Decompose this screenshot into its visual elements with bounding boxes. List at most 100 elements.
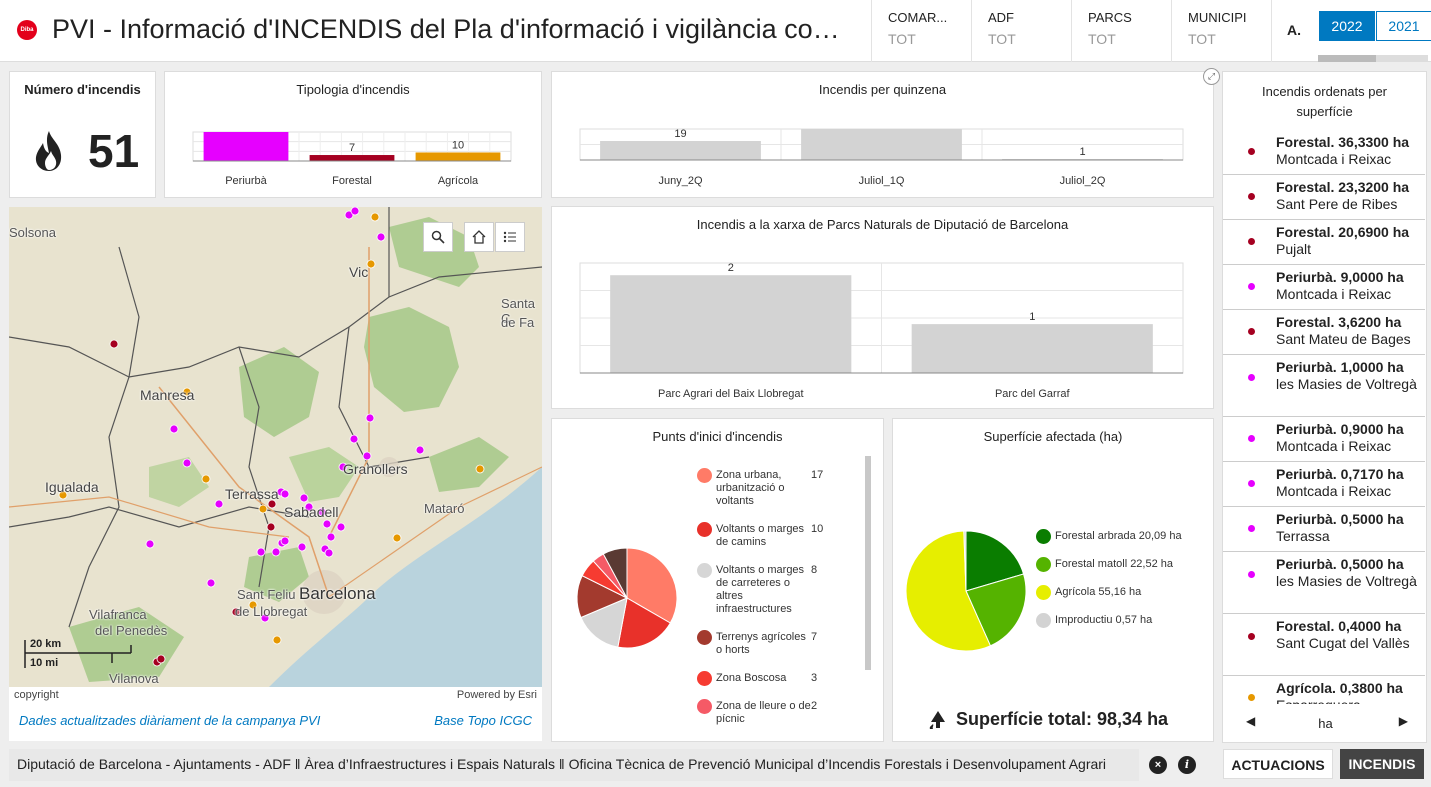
esri-text[interactable]: Powered by Esri xyxy=(456,689,537,701)
list-icon xyxy=(503,231,516,243)
next-arrow-icon[interactable]: ▶ xyxy=(1398,714,1408,728)
fire-list-item[interactable]: Periurbà. 0,9000 ha Montcada i Reixac xyxy=(1223,417,1425,462)
pie-slice xyxy=(617,597,671,649)
map-label: Igualada xyxy=(45,479,99,495)
fire-place-label: Terrassa xyxy=(1276,528,1330,544)
fortnight-panel: Incendis per quinzena 19 Juny_2Q Juliol_1Q… xyxy=(551,71,1214,198)
scroll-thumb[interactable] xyxy=(1318,55,1376,62)
filter-comarques[interactable]: COMAR... TOT xyxy=(871,0,971,62)
fire-list-item[interactable]: Forestal. 23,3200 ha Sant Pere de Ribes xyxy=(1223,175,1425,220)
fire-point xyxy=(280,489,290,499)
map-search-button[interactable] xyxy=(423,222,453,252)
map-legend-button[interactable] xyxy=(495,222,525,252)
fire-type-dot xyxy=(1248,633,1255,640)
panel-title: Tipologia d'incendis xyxy=(296,82,410,97)
fire-type-label: Forestal. 3,6200 ha xyxy=(1276,314,1402,330)
fire-list-item[interactable]: Forestal. 20,6900 ha Pujalt xyxy=(1223,220,1425,265)
prev-arrow-icon[interactable]: ◀ xyxy=(1246,714,1256,728)
fire-count-value: 51 xyxy=(88,125,140,177)
category-label: Agrícola xyxy=(438,175,479,187)
pie-slice xyxy=(602,547,628,599)
panel-title: Incendis ordenats per superfície xyxy=(1261,84,1388,119)
year-scrollbar[interactable] xyxy=(1318,55,1428,62)
year-2021-button[interactable]: 2021 xyxy=(1376,11,1431,41)
fire-point xyxy=(336,522,346,532)
fire-place-label: Sant Mateu de Bages xyxy=(1276,331,1411,347)
fire-point xyxy=(338,462,348,472)
bar xyxy=(415,152,501,161)
legend-label: Zona Boscosa xyxy=(716,672,787,684)
map-label: Solsona xyxy=(9,225,56,240)
bar xyxy=(801,129,962,160)
scale-km: 20 km xyxy=(30,638,62,650)
panel-title: Superfície afectada (ha) xyxy=(983,429,1123,444)
fire-point xyxy=(206,578,216,588)
fire-point xyxy=(267,499,277,509)
filter-parcs[interactable]: PARCS TOT xyxy=(1071,0,1171,62)
fire-point xyxy=(299,493,309,503)
fire-list-item[interactable]: Periurbà. 9,0000 ha Montcada i Reixac xyxy=(1223,265,1425,310)
fire-point xyxy=(376,232,386,242)
year-label: A. xyxy=(1287,22,1301,38)
fire-point xyxy=(248,600,258,610)
map-base xyxy=(9,207,542,687)
close-icon[interactable]: × xyxy=(1149,756,1167,774)
fire-type-dot xyxy=(1248,374,1255,381)
surface-panel: Superfície afectada (ha) Forestal arbrad… xyxy=(892,418,1214,742)
fire-point xyxy=(156,654,166,664)
legend-value: 2 xyxy=(811,700,818,712)
filter-municipi[interactable]: MUNICIPI TOT xyxy=(1171,0,1271,62)
data-label: 1 xyxy=(1029,311,1035,323)
legend-label: Zona urbana, urbanització o voltants xyxy=(716,469,785,507)
bar xyxy=(610,275,852,373)
legend-label: Forestal arbrada 20,09 ha xyxy=(1055,530,1182,542)
fire-list-item[interactable]: Periurbà. 1,0000 ha les Masies de Voltreg… xyxy=(1223,355,1425,417)
fire-place-label: les Masies de Voltregà xyxy=(1276,376,1417,392)
fire-type-label: Periurbà. 0,7170 ha xyxy=(1276,466,1404,482)
fire-type-dot xyxy=(1248,148,1255,155)
fire-point xyxy=(145,539,155,549)
map-label: de Fa xyxy=(501,315,535,330)
fire-point xyxy=(304,502,314,512)
fire-type-dot xyxy=(1248,193,1255,200)
map-view[interactable]: Solsona Vic Santa C de Fa Manresa Iguala… xyxy=(9,207,542,687)
map-label: Vic xyxy=(349,264,369,280)
category-label: Parc Agrari del Baix Llobregat xyxy=(658,388,804,400)
legend-swatch xyxy=(1036,585,1051,600)
pie-slice xyxy=(965,573,1027,647)
origins-panel: Punts d'inici d'incendis Zona urbana, ur… xyxy=(551,418,884,742)
map-label: Manresa xyxy=(140,387,195,403)
fire-list-item[interactable]: Periurbà. 0,7170 ha Montcada i Reixac xyxy=(1223,462,1425,507)
legend-swatch xyxy=(697,699,712,714)
fire-type-dot xyxy=(1248,694,1255,701)
legend-label: Zona de lleure o de pícnic xyxy=(716,700,811,725)
fire-point xyxy=(182,458,192,468)
footer-text: Diputació de Barcelona - Ajuntaments - A… xyxy=(17,756,1107,772)
fire-point xyxy=(475,464,485,474)
bar xyxy=(203,132,289,161)
map-home-button[interactable] xyxy=(464,222,494,252)
filter-adf[interactable]: ADF TOT xyxy=(971,0,1071,62)
year-2022-button[interactable]: 2022 xyxy=(1319,11,1375,41)
fire-list-item[interactable]: Periurbà. 0,5000 ha Terrassa xyxy=(1223,507,1425,552)
bar xyxy=(600,141,761,160)
tab-actuacions[interactable]: ACTUACIONS xyxy=(1223,749,1333,779)
fire-list-item[interactable]: Forestal. 0,4000 ha Sant Cugat del Vallès xyxy=(1223,614,1425,676)
fire-type-label: Forestal. 0,4000 ha xyxy=(1276,618,1402,634)
fire-list-item[interactable]: Forestal. 36,3300 ha Montcada i Reixac xyxy=(1223,130,1425,175)
fire-point xyxy=(260,613,270,623)
info-icon[interactable]: i xyxy=(1178,756,1196,774)
search-icon xyxy=(431,230,445,244)
fire-list-item[interactable]: Periurbà. 0,5000 ha les Masies de Voltreg… xyxy=(1223,552,1425,614)
fire-list-item[interactable]: Forestal. 3,6200 ha Sant Mateu de Bages xyxy=(1223,310,1425,355)
legend-label: Voltants o marges de camins xyxy=(716,523,805,548)
legend-swatch xyxy=(697,522,712,537)
panel-title: Punts d'inici d'incendis xyxy=(652,429,783,444)
legend-scrollbar[interactable] xyxy=(865,456,871,670)
expand-icon[interactable]: ⤢ xyxy=(1203,68,1220,85)
legend-value: 10 xyxy=(811,523,824,535)
tab-incendis[interactable]: INCENDIS xyxy=(1340,749,1424,779)
fire-point xyxy=(415,445,425,455)
fire-point xyxy=(266,522,276,532)
fire-type-label: Periurbà. 0,9000 ha xyxy=(1276,421,1404,437)
